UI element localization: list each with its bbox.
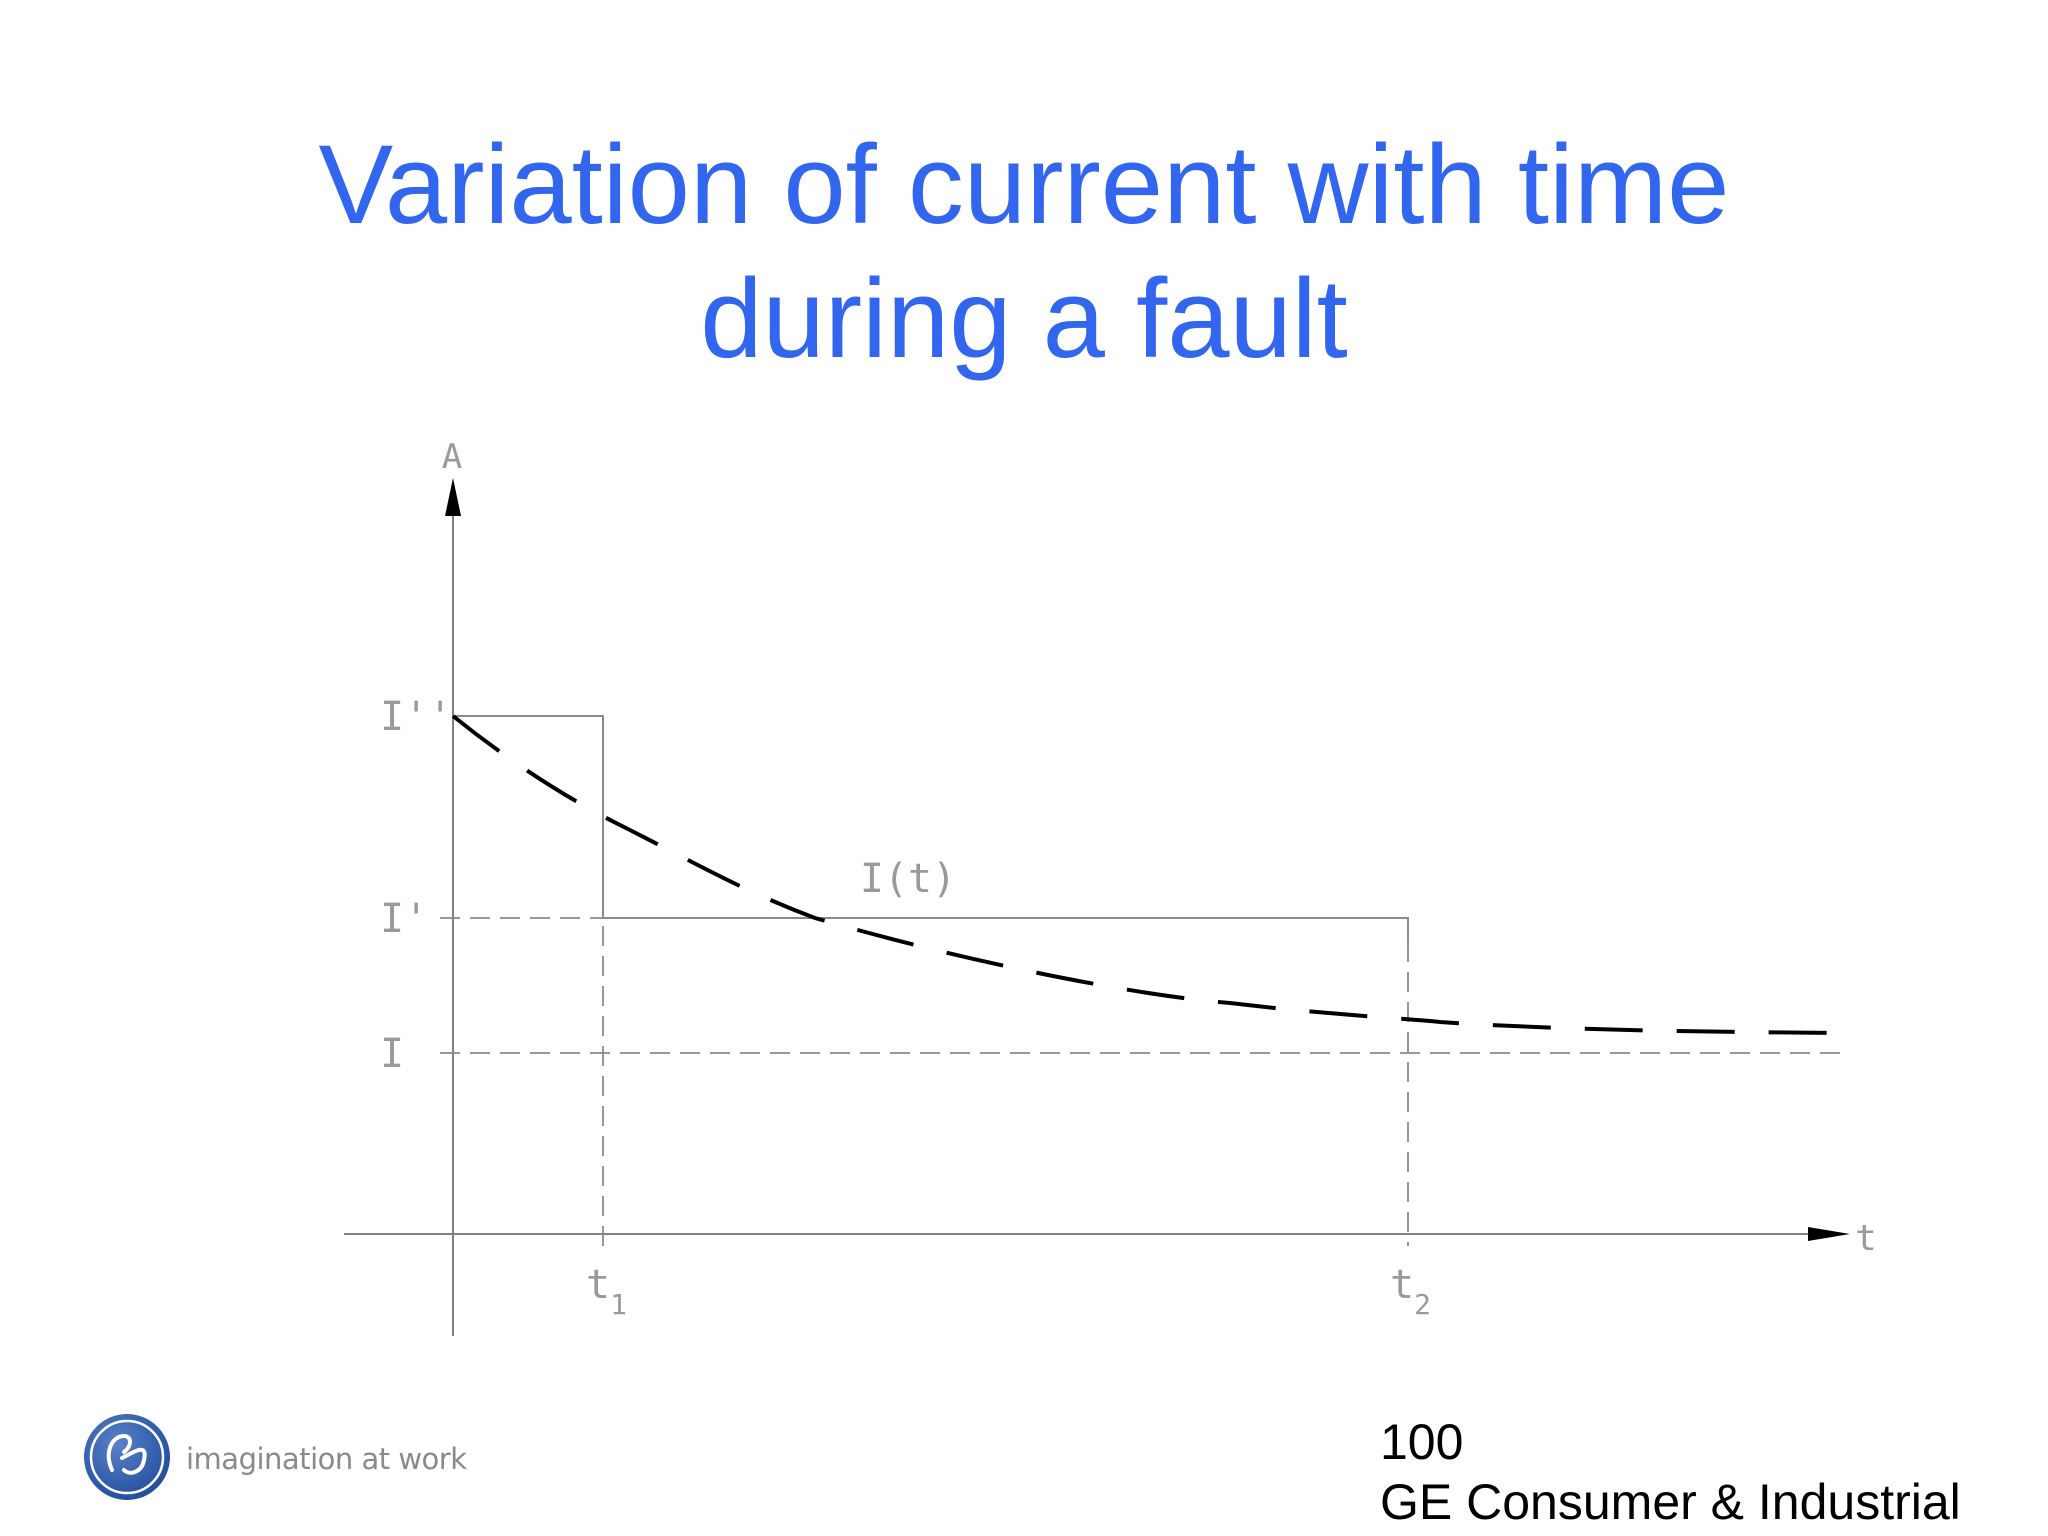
transient-level-label: I' xyxy=(380,896,428,942)
subtransient-envelope xyxy=(453,715,1409,942)
curve-label: I(t) xyxy=(860,856,956,902)
slide-title: Variation of current with time during a … xyxy=(0,118,2048,386)
t1-label: t1 xyxy=(586,1262,627,1321)
title-line-1: Variation of current with time xyxy=(318,122,1730,247)
page-number: 100 xyxy=(1380,1414,1464,1470)
x-axis-label: t xyxy=(1855,1218,1877,1259)
t2-label-subscript: 2 xyxy=(1414,1288,1431,1321)
subtransient-level-label: I'' xyxy=(380,694,452,740)
y-axis-arrowhead xyxy=(445,478,461,516)
ge-logo-icon xyxy=(84,1414,170,1500)
t1-label-base: t xyxy=(586,1262,610,1308)
steady-state-level-label: I xyxy=(380,1031,404,1077)
x-axis-arrowhead xyxy=(1808,1227,1850,1241)
company-name: GE Consumer & Industrial xyxy=(1380,1474,1961,1530)
title-line-2: during a fault xyxy=(700,256,1348,381)
t2-label-base: t xyxy=(1390,1262,1414,1308)
t2-label: t2 xyxy=(1390,1262,1431,1321)
ge-tagline: imagination at work xyxy=(186,1442,467,1476)
t1-label-subscript: 1 xyxy=(610,1288,627,1321)
current-decay-curve xyxy=(451,714,1851,1035)
slide-footer: 100 GE Consumer & Industrial xyxy=(1380,1412,1961,1532)
y-axis-label: A xyxy=(442,437,462,477)
